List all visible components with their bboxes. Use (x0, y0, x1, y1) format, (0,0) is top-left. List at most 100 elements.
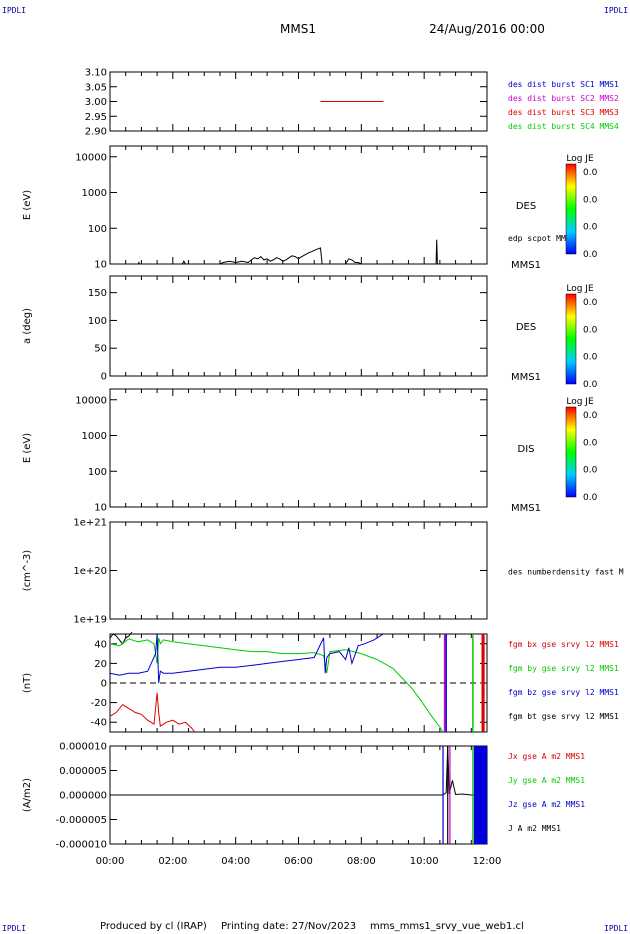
series-line (109, 692, 196, 733)
y-tick-label: 1000 (82, 188, 107, 199)
legend-entry: Jx gse A m2 MMS1 (508, 752, 585, 761)
panel-frame (109, 275, 488, 377)
colorbar (565, 163, 577, 255)
bottom-label: MMS1 (511, 372, 541, 383)
colorbar-tick-label: 0.0 (583, 353, 598, 363)
legend-entry: fgm bz gse srvy l2 MMS1 (508, 688, 619, 697)
colorbar-tick-label: 0.0 (583, 411, 598, 421)
colorbar-title: Log JE (566, 397, 594, 407)
y-tick-label: 150 (88, 288, 107, 299)
side-label: DIS (518, 444, 535, 455)
colorbar-title: Log JE (566, 154, 594, 164)
y-tick-label: 50 (94, 344, 107, 355)
y-tick-label: 3.05 (85, 82, 107, 93)
colorbar-tick-label: 0.0 (583, 438, 598, 448)
footer-plot-id: mms_mms1_srvy_vue_web1.cl (370, 921, 524, 932)
side-label: DES (516, 201, 536, 212)
y-tick-label: 10000 (75, 152, 107, 163)
y-tick-label: -0.000010 (56, 840, 107, 851)
legend-entry: des dist burst SC2 MMS2 (508, 94, 619, 103)
y-axis-label: a (deg) (22, 308, 33, 344)
y-tick-label: 1e+19 (73, 615, 107, 626)
legend-entry: des dist burst SC1 MMS1 (508, 80, 619, 89)
legend-entry: fgm bt gse srvy l2 MMS1 (508, 712, 619, 721)
panels-group: 3.10 3.05 3.00 2.95 2.90 des dist burst SC1 M… (22, 68, 624, 868)
y-tick-label: 0.000010 (59, 742, 107, 753)
legend-entry: J A m2 MMS1 (508, 824, 561, 833)
y-tick-label: 3.10 (85, 68, 107, 79)
y-tick-label: 40 (94, 639, 107, 650)
series-line (110, 239, 443, 265)
colorbar (565, 293, 577, 385)
x-tick-label: 10:00 (410, 856, 439, 867)
panel-frame (109, 71, 488, 132)
y-tick-label: 1e+20 (73, 566, 107, 577)
legend-entry: Jy gse A m2 MMS1 (508, 776, 585, 785)
legend-entry: des dist burst SC3 MMS3 (508, 108, 619, 117)
x-tick-label: 02:00 (158, 856, 187, 867)
series-line (109, 633, 384, 684)
legend-entry: fgm bx gse srvy l2 MMS1 (508, 640, 619, 649)
y-tick-label: -0.000005 (56, 815, 107, 826)
y-tick-label: 0 (101, 679, 107, 690)
corner-label-top-left: IPDLI (2, 6, 27, 15)
y-axis-label: (nT) (22, 673, 33, 693)
corner-label-top-right: IPDLI (604, 6, 629, 15)
y-axis-label: E (eV) (22, 190, 33, 220)
y-tick-label: 0.000005 (59, 766, 107, 777)
y-tick-label: 100 (88, 224, 107, 235)
series-line (110, 745, 475, 796)
x-tick-label: 00:00 (96, 856, 125, 867)
corner-label-bottom-right: IPDLI (604, 924, 629, 933)
side-label: DES (516, 322, 536, 333)
bottom-label: MMS1 (511, 260, 541, 271)
y-tick-label: 10 (94, 503, 107, 514)
y-axis-label: (cm^-3) (22, 550, 33, 591)
colorbar-tick-label: 0.0 (583, 325, 598, 335)
bottom-label: MMS1 (511, 503, 541, 514)
y-tick-label: -20 (91, 698, 107, 709)
y-axis-label: E (eV) (22, 433, 33, 463)
extra-label: edp scpot MMS1 (508, 234, 576, 243)
legend-entry: des numberdensity fast M (508, 568, 624, 577)
colorbar (565, 406, 577, 498)
y-tick-label: 20 (94, 659, 107, 670)
footer-printing-date: Printing date: 27/Nov/2023 (221, 921, 356, 932)
colorbar-tick-label: 0.0 (583, 250, 598, 260)
legend-entry: fgm by gse srvy l2 MMS1 (508, 664, 619, 673)
y-tick-label: 0 (101, 372, 107, 383)
panel-frame (109, 145, 488, 265)
y-tick-label: 10 (94, 260, 107, 271)
colorbar-tick-label: 0.0 (583, 223, 598, 233)
colorbar-tick-label: 0.0 (583, 195, 598, 205)
y-tick-label: 2.90 (85, 127, 107, 138)
y-tick-label: 0.000000 (59, 791, 107, 802)
colorbar-tick-label: 0.0 (583, 168, 598, 178)
x-tick-label: 04:00 (221, 856, 250, 867)
y-tick-label: -40 (91, 718, 107, 729)
colorbar-tick-label: 0.0 (583, 493, 598, 503)
legend-entry: des dist burst SC4 MMS4 (508, 122, 619, 131)
y-tick-label: 1e+21 (73, 518, 107, 529)
colorbar-tick-label: 0.0 (583, 466, 598, 476)
panel-frame (109, 521, 488, 620)
dense-block (473, 746, 487, 844)
x-tick-label: 08:00 (347, 856, 376, 867)
series-line (109, 637, 444, 733)
y-tick-label: 100 (88, 467, 107, 478)
x-tick-label: 12:00 (473, 856, 502, 867)
y-tick-label: 1000 (82, 431, 107, 442)
y-tick-label: 2.95 (85, 112, 107, 123)
panel-frame (109, 388, 488, 508)
y-tick-label: 100 (88, 316, 107, 327)
corner-label-bottom-left: IPDLI (2, 924, 27, 933)
header-date: 24/Aug/2016 00:00 (429, 22, 545, 36)
y-axis-label: (A/m2) (22, 778, 33, 812)
y-tick-label: 3.00 (85, 97, 107, 108)
colorbar-tick-label: 0.0 (583, 380, 598, 390)
footer-produced-by: Produced by cl (IRAP) (100, 921, 207, 932)
x-tick-label: 06:00 (284, 856, 313, 867)
colorbar-title: Log JE (566, 284, 594, 294)
colorbar-tick-label: 0.0 (583, 298, 598, 308)
